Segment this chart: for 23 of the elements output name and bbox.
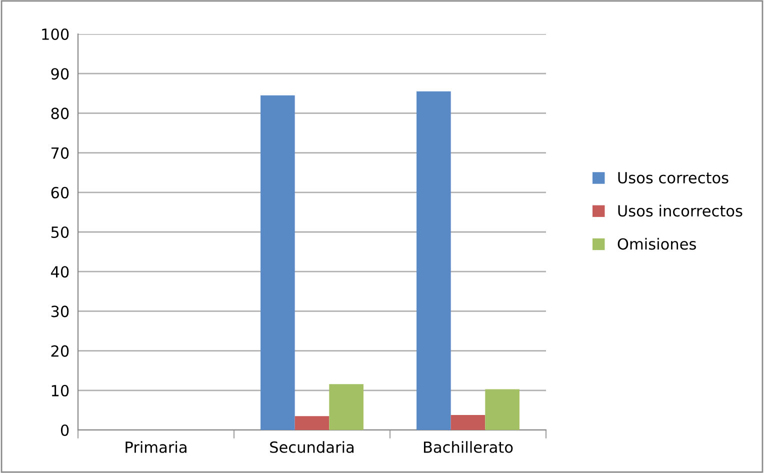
y-tick-label: 40: [50, 266, 69, 278]
legend-label: Usos correctos: [618, 172, 728, 184]
legend-label: Usos incorrectos: [618, 204, 742, 217]
bar: [329, 384, 364, 430]
y-tick-label: 90: [51, 68, 69, 80]
y-tick-label: 30: [51, 306, 69, 318]
bar: [485, 389, 520, 430]
y-tick-label: 50: [51, 226, 69, 238]
y-tick-label: 60: [51, 186, 69, 198]
legend-label: Omisiones: [618, 238, 696, 250]
x-tick-label: Bachillerato: [424, 441, 513, 453]
y-tick-label: 80: [51, 108, 69, 120]
y-tick-label: 20: [51, 345, 69, 357]
y-tick-label: 10: [52, 384, 69, 396]
y-tick-label: 100: [42, 28, 69, 40]
bar: [416, 91, 451, 430]
y-tick-label: 70: [51, 147, 69, 159]
bar: [450, 414, 486, 430]
bar: [294, 416, 330, 430]
y-tick-label: 0: [60, 424, 69, 436]
x-tick-label: Secundaria: [270, 441, 354, 453]
x-tick-label: Primaria: [126, 441, 186, 453]
bar: [260, 95, 295, 430]
